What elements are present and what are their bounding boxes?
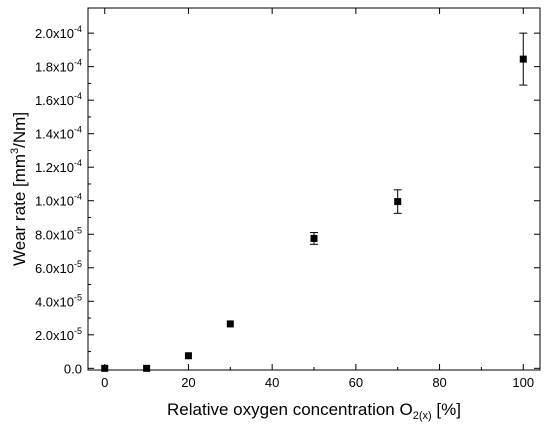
- x-tick-label: 80: [432, 375, 446, 390]
- y-axis-ticks: 0.0 2.0x10-5 4.0x10-5 6.0x10-5 8.0x10-5 1.0x1…: [35, 24, 540, 376]
- y-axis-title-superscript: 3: [9, 148, 21, 154]
- x-tick-label: 20: [181, 375, 195, 390]
- data-point: [519, 55, 527, 63]
- data-point: [101, 364, 109, 372]
- y-tick-label: 2.0x10-5: [35, 326, 82, 343]
- x-axis-title-tail: [%]: [432, 400, 461, 419]
- x-axis-title: Relative oxygen concentration O2(x) [%]: [167, 400, 461, 422]
- data-point: [394, 198, 402, 206]
- y-tick-label: 1.0x10-4: [35, 192, 82, 209]
- plot-frame: [87, 7, 541, 371]
- y-tick-label: 1.4x10-4: [35, 125, 82, 142]
- y-tick-label: 8.0x10-5: [35, 225, 82, 242]
- y-tick-label: 6.0x10-5: [35, 259, 82, 276]
- x-tick-label: 0: [101, 375, 108, 390]
- x-tick-label: 60: [349, 375, 363, 390]
- data-point: [184, 352, 192, 360]
- y-axis-title-main: Wear rate [mm: [10, 154, 29, 266]
- y-axis-title: Wear rate [mm3/Nm]: [9, 112, 29, 266]
- y-tick-label: 1.2x10-4: [35, 158, 82, 175]
- y-axis-title-tail: /Nm]: [10, 112, 29, 148]
- x-axis-title-main: Relative oxygen concentration O: [167, 400, 413, 419]
- data-point: [143, 364, 151, 372]
- y-tick-label: 1.8x10-4: [35, 58, 82, 75]
- y-tick-label: 4.0x10-5: [35, 292, 82, 309]
- x-axis-ticks: 0 20 40 60 80 100: [101, 8, 534, 390]
- x-tick-label: 100: [512, 375, 534, 390]
- y-tick-label: 0.0: [64, 361, 82, 376]
- x-tick-label: 40: [265, 375, 279, 390]
- x-axis-title-subscript: 2(x): [413, 410, 432, 422]
- y-tick-label: 2.0x10-4: [35, 24, 82, 41]
- data-points: [101, 32, 528, 372]
- data-point: [310, 234, 318, 242]
- y-tick-label: 1.6x10-4: [35, 91, 82, 108]
- data-point: [226, 320, 234, 328]
